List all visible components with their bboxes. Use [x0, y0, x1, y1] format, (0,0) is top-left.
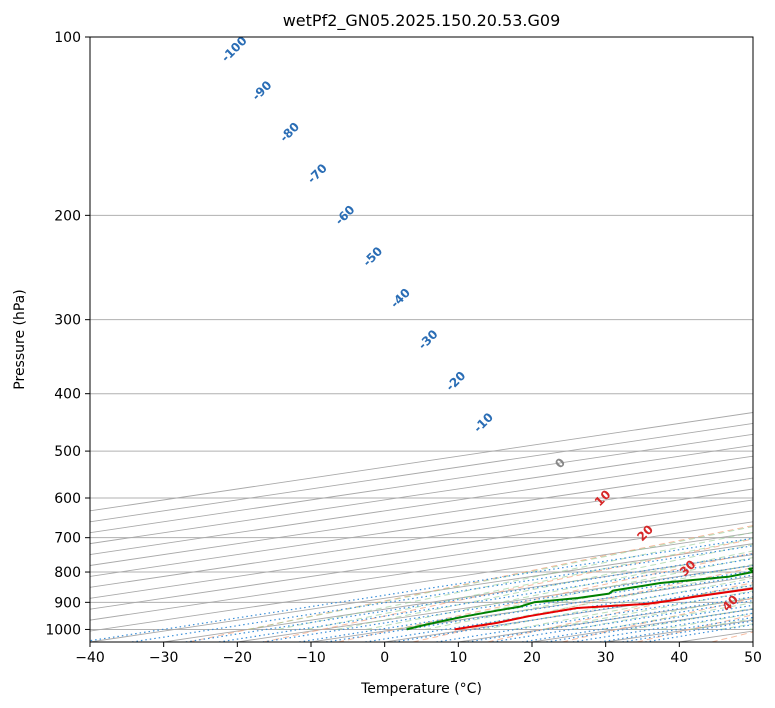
isotherm-line: [90, 412, 753, 512]
isotherm-label: -20: [443, 369, 468, 394]
isotherm-line: [384, 586, 753, 642]
moist-adiabat-line: [395, 557, 753, 630]
moist-adiabat-line: [366, 550, 753, 630]
moist-adiabat-line: [277, 531, 753, 630]
y-axis-label: Pressure (hPa): [12, 289, 28, 389]
isotherm-line: [90, 466, 753, 566]
x-tick-label: 0: [380, 650, 389, 666]
x-tick-label: −20: [223, 650, 253, 666]
isotherm-label: -60: [332, 203, 357, 228]
moist-adiabat-label: 40: [719, 592, 741, 614]
y-tick-label: 500: [54, 444, 81, 460]
moist-adiabat-line: [660, 613, 753, 630]
isotherm-line: [90, 499, 753, 599]
moist-adiabat-label: 0: [552, 455, 568, 471]
isotherm-line: [90, 532, 753, 632]
isotherm-label: -40: [388, 286, 413, 311]
mixing-ratio-line: [572, 612, 753, 642]
isotherm-label: -10: [471, 410, 496, 435]
mixing-ratio-line: [546, 608, 753, 642]
chart-title: wetPf2_GN05.2025.150.20.53.G09: [283, 11, 561, 31]
isotherm-label: -50: [360, 244, 385, 269]
isotherm-line: [458, 597, 753, 642]
isotherm-line: [90, 455, 753, 556]
isotherm-label: -90: [249, 78, 274, 103]
isotherm-label: -80: [277, 120, 302, 145]
mixing-ratio-line: [185, 553, 753, 642]
mixing-ratio-line: [90, 537, 753, 642]
x-tick-label: −30: [149, 650, 179, 666]
isotherm-label: -70: [305, 161, 330, 186]
isotherm-line: [90, 422, 753, 523]
isotherm-line: [752, 641, 753, 642]
isotherm-label: -30: [415, 327, 440, 352]
moist-adiabat-line: [483, 577, 753, 630]
mixing-ratio-line: [522, 604, 753, 642]
isotherm-line: [310, 575, 753, 642]
y-tick-label: 400: [54, 387, 81, 403]
dry-adiabat-line: [412, 566, 753, 642]
y-tick-label: 700: [54, 531, 81, 547]
x-tick-label: 50: [744, 650, 762, 666]
dewpoint-line: [406, 567, 753, 631]
isotherm-line: [163, 554, 753, 642]
x-tick-label: −10: [296, 650, 326, 666]
x-tick-label: −40: [75, 650, 105, 666]
dry-adiabat-line: [562, 597, 753, 642]
temperature-line: [454, 587, 753, 631]
background-lines: [90, 37, 753, 642]
y-tick-label: 800: [54, 565, 81, 581]
isotherm-line: [679, 630, 753, 642]
isotherm-line: [531, 608, 753, 642]
y-tick-label: 200: [54, 208, 81, 224]
y-tick-label: 600: [54, 491, 81, 507]
mixing-ratio-line: [492, 600, 753, 642]
y-axis-ticks: 100 200 300 400 500 600 700 800 900 1000: [45, 30, 90, 638]
dry-adiabat-line: [188, 525, 753, 642]
profile-lines: [406, 567, 753, 631]
mixing-ratio-line: [131, 545, 753, 642]
moist-adiabat-line: [307, 537, 753, 630]
isotherm-line: [90, 444, 753, 545]
plot-frame: [89, 36, 754, 643]
y-tick-label: 100: [54, 30, 81, 46]
moist-adiabat-line: [425, 563, 753, 630]
x-axis-ticks: −40 −30 −20 −10 0 10 20 30 40 50: [75, 642, 762, 666]
x-tick-label: 30: [597, 650, 615, 666]
isotherm-line: [90, 521, 753, 621]
isotherm-line: [90, 510, 753, 610]
x-tick-label: 20: [523, 650, 541, 666]
isotherm-line: [90, 433, 753, 534]
y-tick-label: 300: [54, 313, 81, 329]
dry-adiabat-line: [263, 538, 753, 642]
dry-adiabat-line: [636, 614, 753, 642]
isotherm-line: [90, 488, 753, 588]
isotherm-line: [90, 477, 753, 577]
x-tick-label: 10: [449, 650, 467, 666]
x-axis-label: Temperature (°C): [360, 681, 482, 697]
y-tick-label: 900: [54, 595, 81, 611]
mixing-ratio-line: [599, 616, 753, 642]
y-tick-label: 1000: [45, 622, 81, 638]
isotherm-label: -100: [219, 34, 250, 65]
moist-adiabat-line: [336, 543, 753, 630]
x-tick-label: 40: [670, 650, 688, 666]
